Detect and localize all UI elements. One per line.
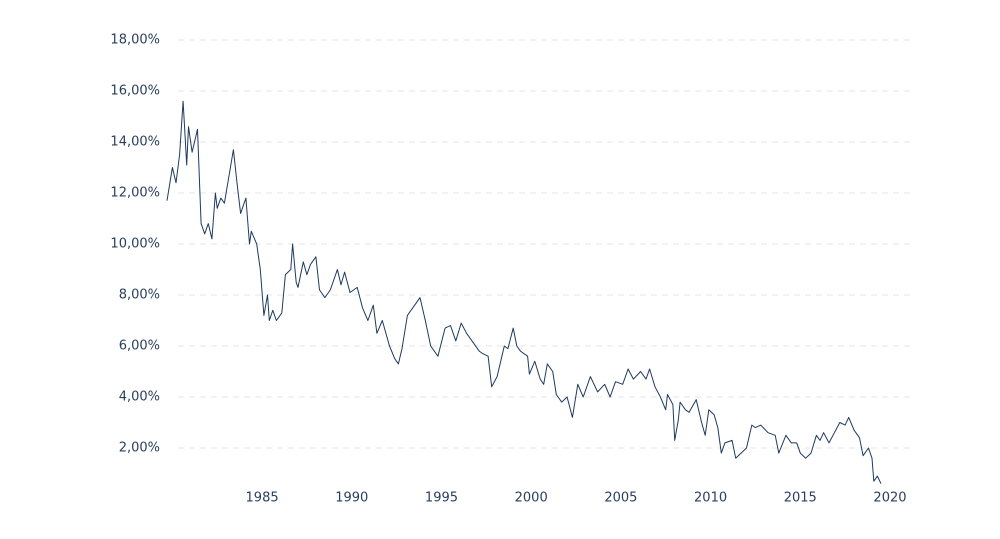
y-tick-label: 8,00%	[119, 288, 160, 303]
y-tick-label: 2,00%	[119, 441, 160, 456]
y-tick-label: 10,00%	[110, 237, 160, 252]
y-tick-label: 4,00%	[119, 390, 160, 405]
x-tick-label: 1985	[246, 491, 279, 506]
y-tick-label: 16,00%	[110, 84, 160, 99]
x-tick-label: 2000	[515, 491, 548, 506]
y-tick-label: 6,00%	[119, 339, 160, 354]
x-tick-label: 1990	[335, 491, 368, 506]
y-tick-label: 12,00%	[110, 186, 160, 201]
data-line	[166, 100, 882, 484]
x-tick-label: 2010	[694, 491, 727, 506]
x-tick-label: 1995	[425, 491, 458, 506]
y-tick-label: 14,00%	[110, 135, 160, 150]
x-tick-label: 2005	[604, 491, 637, 506]
x-tick-label: 2020	[873, 491, 906, 506]
y-tick-label: 18,00%	[110, 33, 160, 48]
x-tick-label: 2015	[784, 491, 817, 506]
